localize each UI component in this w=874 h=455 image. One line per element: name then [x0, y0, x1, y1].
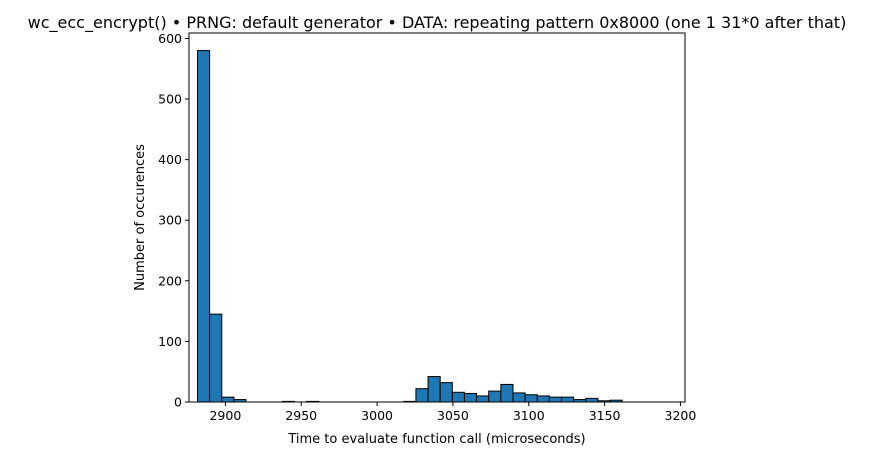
- bars-group: [196, 50, 623, 403]
- histogram-bar: [561, 396, 575, 403]
- histogram-bar: [196, 50, 211, 403]
- chart-title: wc_ecc_encrypt() • PRNG: default generat…: [28, 13, 847, 33]
- y-tick-label: 400: [158, 152, 182, 167]
- histogram-bar: [476, 395, 490, 403]
- histogram-bar: [451, 391, 465, 403]
- y-tick-label: 200: [158, 273, 182, 288]
- histogram-bar: [439, 382, 453, 403]
- y-tick-label: 0: [174, 395, 182, 410]
- x-tick-label: 2900: [209, 408, 241, 423]
- y-tick-label: 100: [158, 334, 182, 349]
- x-axis-label: Time to evaluate function call (microsec…: [287, 432, 585, 447]
- histogram-bar: [415, 388, 429, 403]
- x-axis: 2900 2950 3000 3050 3100 3150 3200: [209, 402, 696, 423]
- histogram-bar: [536, 395, 550, 403]
- histogram-bar: [209, 313, 223, 403]
- histogram-bar: [500, 383, 514, 403]
- histogram-bar: [488, 390, 502, 403]
- histogram-bar: [463, 393, 478, 403]
- histogram-bar: [524, 394, 538, 403]
- x-tick-label: 3100: [513, 408, 545, 423]
- histogram-bar: [221, 396, 235, 403]
- x-tick-label: 3200: [665, 408, 697, 423]
- x-tick-label: 2950: [285, 408, 317, 423]
- y-tick-label: 600: [158, 31, 182, 46]
- plot-frame: [188, 32, 686, 403]
- y-tick-label: 500: [158, 92, 182, 107]
- histogram-bar: [585, 397, 599, 403]
- histogram-bar: [548, 396, 563, 403]
- y-tick-label: 300: [158, 213, 182, 228]
- y-axis: 0 100 200 300 400 500 600: [158, 31, 189, 410]
- histogram-bar: [512, 392, 526, 403]
- x-tick-label: 3000: [361, 408, 393, 423]
- y-axis-label: Number of occurences: [133, 144, 148, 291]
- histogram-bar: [427, 376, 441, 403]
- x-tick-label: 3150: [589, 408, 621, 423]
- x-tick-label: 3050: [437, 408, 469, 423]
